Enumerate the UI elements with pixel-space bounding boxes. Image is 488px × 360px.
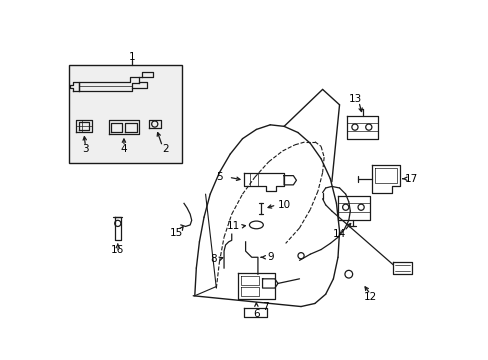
Text: 9: 9 (266, 252, 273, 262)
Text: 6: 6 (253, 309, 259, 319)
Text: 3: 3 (82, 144, 89, 154)
Text: 12: 12 (363, 292, 376, 302)
Text: 13: 13 (347, 94, 361, 104)
Text: 11: 11 (226, 221, 240, 231)
Text: 2: 2 (162, 144, 168, 154)
Text: 4: 4 (121, 144, 127, 154)
Text: 10: 10 (277, 200, 290, 210)
Text: 15: 15 (169, 228, 183, 238)
Text: 8: 8 (209, 254, 216, 264)
Text: 14: 14 (332, 229, 346, 239)
Bar (68, 65, 182, 163)
Text: 17: 17 (405, 174, 418, 184)
Text: 5: 5 (216, 172, 223, 182)
Text: 7: 7 (262, 302, 268, 311)
Text: 16: 16 (111, 244, 124, 255)
Text: 1: 1 (128, 52, 135, 62)
